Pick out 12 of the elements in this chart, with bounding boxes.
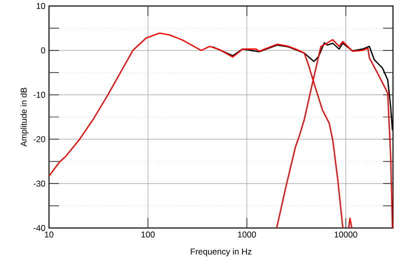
- y-tick-label: -10: [34, 92, 46, 98]
- y-axis-title: Amplitude in dB: [20, 88, 28, 147]
- x-tick-label: 10: [44, 232, 54, 238]
- y-tick-label: -20: [34, 136, 46, 142]
- x-tick-label: 1000: [238, 232, 256, 238]
- x-tick-label: 10000: [334, 232, 358, 238]
- y-tick-label: -40: [34, 225, 46, 231]
- x-tick-label: 100: [142, 232, 155, 238]
- y-tick-label: 10: [36, 3, 46, 9]
- y-tick-label: 0: [41, 47, 46, 54]
- x-axis-title: Frequency in Hz: [190, 248, 252, 256]
- y-tick-label: -30: [34, 180, 46, 187]
